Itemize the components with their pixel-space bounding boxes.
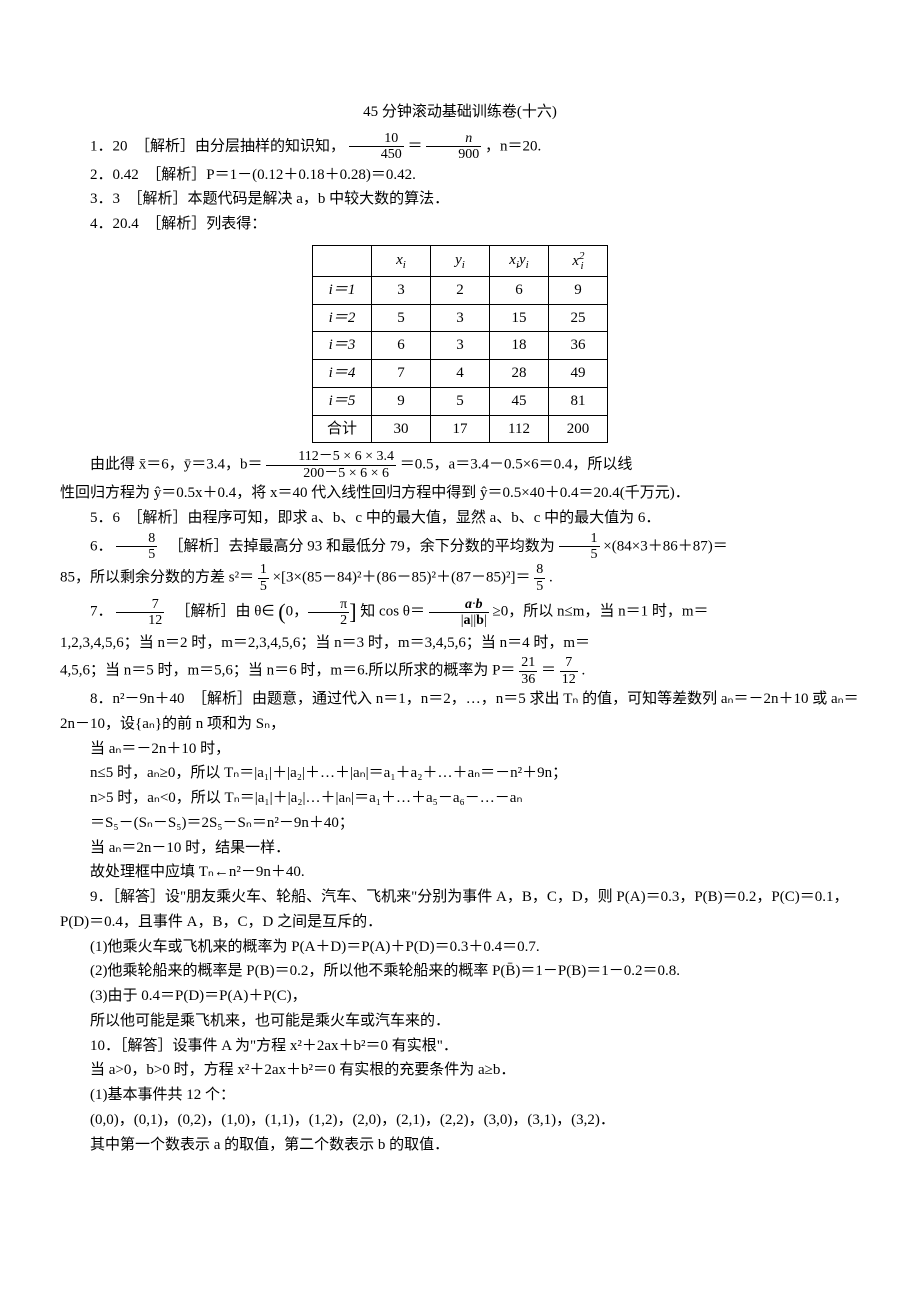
q1-eq: ＝ bbox=[408, 138, 423, 154]
q7-line3: 4,5,6；当 n＝5 时，m＝5,6；当 n＝6 时，m＝6.所以所求的概率为… bbox=[60, 655, 860, 687]
table-row: i＝4742849 bbox=[313, 360, 608, 388]
q7-p1: 2136 bbox=[519, 655, 537, 687]
q6-line1: 6． 85 ［解析］去掉最高分 93 和最低分 79，余下分数的平均数为 15 … bbox=[60, 531, 860, 563]
q3-line: 3．3 ［解析］本题代码是解决 a，b 中较大数的算法． bbox=[60, 187, 860, 212]
q1-frac-b: n900 bbox=[426, 131, 481, 163]
table-row: i＝5954581 bbox=[313, 387, 608, 415]
q4-frac: 112－5 × 6 × 3.4200－5 × 6 × 6 bbox=[266, 449, 396, 481]
q9-l3: (2)他乘轮船来的概率是 P(B)＝0.2，所以他不乘轮船来的概率 P(B̄)＝… bbox=[60, 959, 860, 984]
q9-l1: 9．［解答］设"朋友乘火车、轮船、汽车、飞机来"分别为事件 A，B，C，D，则 … bbox=[60, 885, 860, 935]
th-yi: yi bbox=[431, 245, 490, 276]
q9-l4: (3)由于 0.4＝P(D)＝P(A)＋P(C)， bbox=[60, 984, 860, 1009]
q6-f2: 15 bbox=[258, 562, 269, 594]
q8-l7: 故处理框中应填 Tₙ←n²－9n＋40. bbox=[60, 860, 860, 885]
page-title: 45 分钟滚动基础训练卷(十六) bbox=[60, 100, 860, 125]
q6-line2: 85，所以剩余分数的方差 s²＝ 15 ×[3×(85－84)²＋(86－85)… bbox=[60, 562, 860, 594]
q6-f1: 15 bbox=[559, 531, 600, 563]
q10-l2: 当 a>0，b>0 时，方程 x²＋2ax＋b²＝0 有实根的充要条件为 a≥b… bbox=[60, 1058, 860, 1083]
q4-head: 4．20.4 ［解析］列表得： bbox=[60, 212, 860, 237]
th-xiyi: xiyi bbox=[490, 245, 549, 276]
q8-l1: 8．n²－9n＋40 ［解析］由题意，通过代入 n＝1，n＝2，…，n＝5 求出… bbox=[60, 687, 860, 737]
q1-line: 1．20 ［解析］由分层抽样的知识知， 10450 ＝ n900 ，n＝20. bbox=[60, 131, 860, 163]
q1-tail: ，n＝20. bbox=[485, 138, 541, 154]
q1-frac-a: 10450 bbox=[349, 131, 404, 163]
q5-line: 5．6 ［解析］由程序可知，即求 a、b、c 中的最大值，显然 a、b、c 中的… bbox=[60, 506, 860, 531]
q8-l5: ＝S₅－(Sₙ－S₅)＝2S₅－Sₙ＝n²－9n＋40； bbox=[60, 811, 860, 836]
q8-l4: n>5 时，aₙ<0，所以 Tₙ＝|a₁|＋|a₂|…＋|aₙ|＝a₁＋…＋a₅… bbox=[60, 786, 860, 811]
q10-l3: (1)基本事件共 12 个： bbox=[60, 1083, 860, 1108]
q6-ans-frac: 85 bbox=[116, 531, 157, 563]
q10-l5: 其中第一个数表示 a 的取值，第二个数表示 b 的取值． bbox=[60, 1133, 860, 1158]
q9-l2: (1)他乘火车或飞机来的概率为 P(A＋D)＝P(A)＋P(D)＝0.3＋0.4… bbox=[60, 935, 860, 960]
q8-l6: 当 aₙ＝2n－10 时，结果一样． bbox=[60, 836, 860, 861]
q4-after1b: ＝0.5，a＝3.4－0.5×6＝0.4，所以线 bbox=[400, 457, 633, 473]
q4-after1a: 由此得 x̄＝6，ȳ＝3.4，b＝ bbox=[90, 457, 263, 473]
th-blank bbox=[313, 245, 372, 276]
table-row: i＝2531525 bbox=[313, 304, 608, 332]
q7-line2: 1,2,3,4,5,6；当 n＝2 时，m＝2,3,4,5,6；当 n＝3 时，… bbox=[60, 631, 860, 656]
q9-l5: 所以他可能是乘飞机来，也可能是乘火车或汽车来的． bbox=[60, 1009, 860, 1034]
q4-after2: 性回归方程为 ŷ＝0.5x＋0.4，将 x＝40 代入线性回归方程中得到 ŷ＝0… bbox=[60, 481, 860, 506]
q2-line: 2．0.42 ［解析］P＝1－(0.12＋0.18＋0.28)＝0.42. bbox=[60, 163, 860, 188]
table-header-row: xi yi xiyi x2i bbox=[313, 245, 608, 276]
th-xi: xi bbox=[372, 245, 431, 276]
q7-dot: a·b|a||b| bbox=[429, 597, 489, 629]
rbracket-icon: ] bbox=[349, 599, 356, 624]
q1-lead: 1．20 ［解析］由分层抽样的知识知， bbox=[90, 138, 345, 154]
lparen-icon: ( bbox=[278, 599, 285, 624]
q10-l1: 10．［解答］设事件 A 为"方程 x²＋2ax＋b²＝0 有实根"． bbox=[60, 1034, 860, 1059]
q8-l2: 当 aₙ＝－2n＋10 时， bbox=[60, 737, 860, 762]
table-row-total: 合计3017112200 bbox=[313, 415, 608, 443]
data-table: xi yi xiyi x2i i＝13269 i＝2531525 i＝36318… bbox=[312, 245, 608, 444]
q7-p2: 712 bbox=[560, 655, 578, 687]
q8-l3: n≤5 时，aₙ≥0，所以 Tₙ＝|a₁|＋|a₂|＋…＋|aₙ|＝a₁＋a₂＋… bbox=[60, 761, 860, 786]
table-row: i＝3631836 bbox=[313, 332, 608, 360]
q4-after1: 由此得 x̄＝6，ȳ＝3.4，b＝ 112－5 × 6 × 3.4200－5 ×… bbox=[60, 449, 860, 481]
th-xi2: x2i bbox=[549, 245, 608, 276]
q6-f3: 85 bbox=[534, 562, 545, 594]
q7-pi: π2 bbox=[308, 597, 349, 629]
table-row: i＝13269 bbox=[313, 276, 608, 304]
q7-line1: 7． 712 ［解析］由 θ∈ ((0，0，π2] 知 cos θ＝ a·b|a… bbox=[60, 594, 860, 630]
q10-l4: (0,0)，(0,1)，(0,2)，(1,0)，(1,1)，(1,2)，(2,0… bbox=[60, 1108, 860, 1133]
q7-ans: 712 bbox=[116, 597, 164, 629]
